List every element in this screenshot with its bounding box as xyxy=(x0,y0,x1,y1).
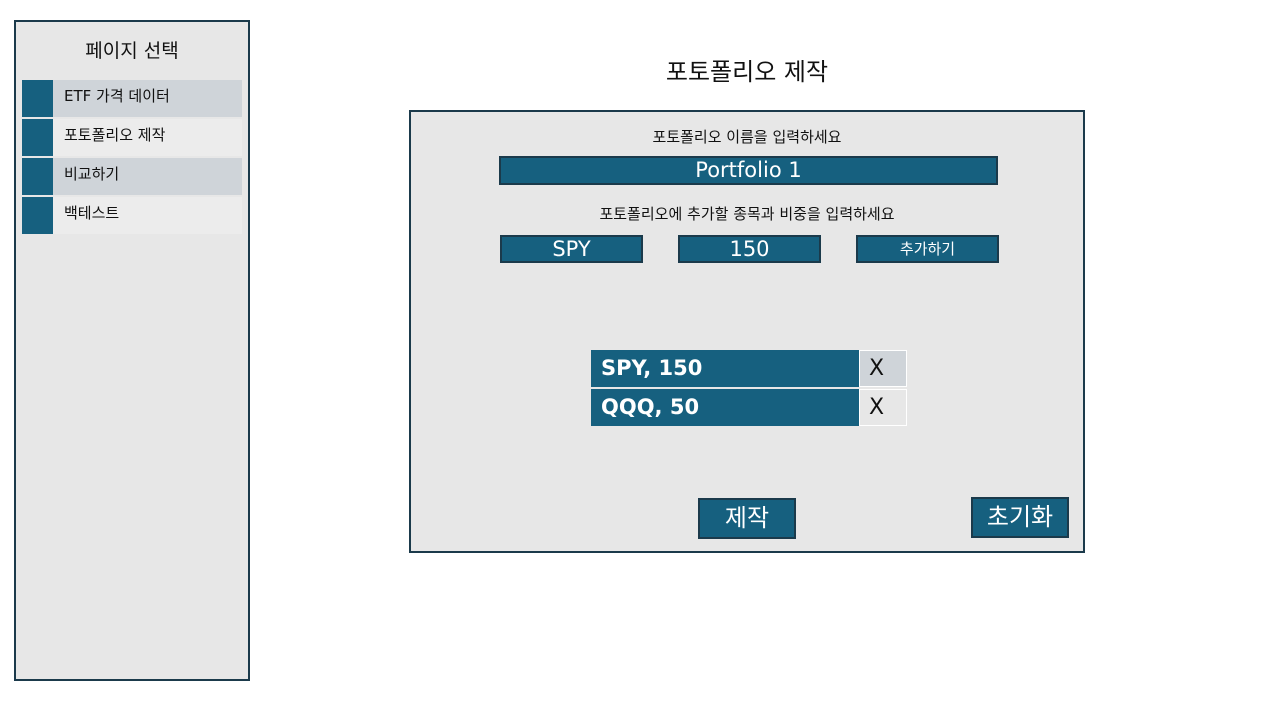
sidebar-item-label: ETF 가격 데이터 xyxy=(64,87,170,105)
sidebar-item-label: 비교하기 xyxy=(64,165,120,183)
holding-prompt: 포토폴리오에 추가할 종목과 비중을 입력하세요 xyxy=(599,205,895,223)
sidebar-title: 페이지 선택 xyxy=(85,40,179,62)
add-holding-button[interactable]: 추가하기 xyxy=(856,235,999,263)
name-prompt: 포토폴리오 이름을 입력하세요 xyxy=(652,128,842,146)
holding-label: SPY, 150 xyxy=(591,350,859,387)
sidebar-item-label: 포토폴리오 제작 xyxy=(64,126,166,144)
holdings-list: SPY, 150 X QQQ, 50 X xyxy=(591,350,909,428)
reset-button[interactable]: 초기화 xyxy=(971,497,1069,538)
remove-holding-button[interactable]: X xyxy=(859,350,907,387)
sidebar-item-backtest[interactable]: 백테스트 xyxy=(22,197,242,234)
sidebar-item-portfolio-create[interactable]: 포토폴리오 제작 xyxy=(22,119,242,156)
portfolio-form-panel: 포토폴리오 이름을 입력하세요 Portfolio 1 포토폴리오에 추가할 종… xyxy=(409,110,1085,553)
nav-marker xyxy=(22,197,53,234)
page-title: 포토폴리오 제작 xyxy=(665,58,829,86)
create-portfolio-button[interactable]: 제작 xyxy=(698,498,796,539)
ticker-input[interactable]: SPY xyxy=(500,235,643,263)
sidebar: 페이지 선택 ETF 가격 데이터 포토폴리오 제작 비교하기 백테스트 xyxy=(14,20,250,681)
nav-marker xyxy=(22,119,53,156)
sidebar-item-compare[interactable]: 비교하기 xyxy=(22,158,242,195)
weight-input[interactable]: 150 xyxy=(678,235,821,263)
sidebar-item-label: 백테스트 xyxy=(64,204,120,222)
list-item: QQQ, 50 X xyxy=(591,389,909,426)
holding-label: QQQ, 50 xyxy=(591,389,859,426)
list-item: SPY, 150 X xyxy=(591,350,909,387)
portfolio-name-input[interactable]: Portfolio 1 xyxy=(499,156,998,185)
remove-holding-button[interactable]: X xyxy=(859,389,907,426)
nav-marker xyxy=(22,158,53,195)
nav-marker xyxy=(22,80,53,117)
sidebar-nav: ETF 가격 데이터 포토폴리오 제작 비교하기 백테스트 xyxy=(22,80,242,236)
sidebar-item-etf-price-data[interactable]: ETF 가격 데이터 xyxy=(22,80,242,117)
